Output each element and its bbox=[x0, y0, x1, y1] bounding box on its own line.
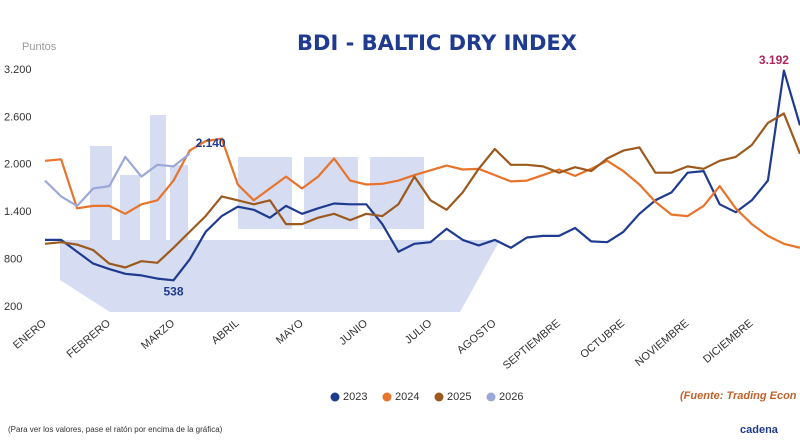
y-tick-label: 3.200 bbox=[4, 64, 32, 76]
legend-label: 2026 bbox=[499, 391, 523, 403]
x-tick-label: MAYO bbox=[274, 317, 306, 347]
source: (Fuente: Trading Econ bbox=[680, 390, 797, 402]
legend-swatch bbox=[486, 392, 496, 402]
legend-label: 2025 bbox=[447, 391, 471, 403]
note: (Para ver los valores, pase el ratón por… bbox=[8, 425, 223, 434]
value-label: 3.192 bbox=[759, 53, 789, 67]
legend-swatch bbox=[382, 392, 392, 402]
legend-swatch bbox=[330, 392, 340, 402]
x-tick-label: JULIO bbox=[403, 317, 435, 347]
y-tick-label: 2.000 bbox=[4, 159, 32, 171]
y-tick-label: 800 bbox=[4, 254, 22, 266]
y-tick-label: 200 bbox=[4, 301, 22, 313]
x-tick-label: DICIEMBRE bbox=[701, 317, 756, 365]
y-tick-label: 2.600 bbox=[4, 111, 32, 123]
x-tick-label: NOVIEMBRE bbox=[633, 317, 691, 369]
y-axis-label: Puntos bbox=[22, 41, 57, 53]
value-label: 2.140 bbox=[196, 136, 226, 150]
y-tick-label: 1.400 bbox=[4, 206, 32, 218]
chart-title: BDI - BALTIC DRY INDEX bbox=[297, 31, 577, 55]
brand: cadena bbox=[740, 424, 779, 436]
x-tick-label: OCTUBRE bbox=[578, 317, 627, 361]
x-tick-label: SEPTIEMBRE bbox=[501, 317, 563, 372]
x-tick-label: JUNIO bbox=[337, 317, 370, 348]
line bbox=[44, 152, 191, 207]
value-label: 538 bbox=[163, 284, 183, 298]
watermark-ship bbox=[60, 115, 500, 312]
line bbox=[44, 112, 800, 269]
line bbox=[44, 137, 800, 249]
plot bbox=[44, 69, 800, 282]
x-tick-label: AGOSTO bbox=[455, 317, 499, 357]
x-tick-label: ABRIL bbox=[209, 317, 241, 347]
x-tick-label: MARZO bbox=[139, 317, 177, 352]
legend-label: 2023 bbox=[343, 391, 367, 403]
line bbox=[45, 69, 800, 282]
x-tick-label: ENERO bbox=[11, 317, 49, 352]
legend-swatch bbox=[434, 392, 444, 402]
legend-label: 2024 bbox=[395, 391, 419, 403]
x-tick-label: FEBRERO bbox=[65, 317, 114, 361]
